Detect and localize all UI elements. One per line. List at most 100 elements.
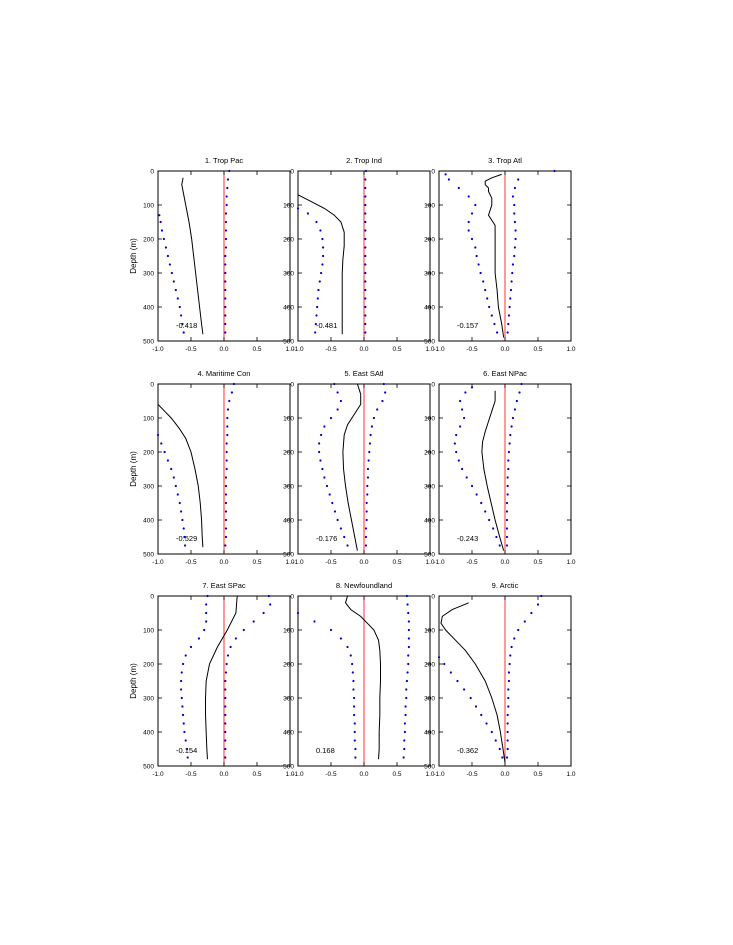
y-tick-label: 300: [143, 696, 154, 703]
series-point: [224, 229, 228, 232]
y-tick-label: 400: [143, 730, 154, 737]
chart-panel-6: -1.0 -0.5 0.0 0.5 1.0 0 100 200 300 400 500 6. East…: [424, 369, 576, 566]
series-point: [184, 654, 187, 657]
y-axis-label: Depth (m): [129, 663, 138, 699]
series-point: [224, 747, 227, 751]
series-point: [510, 280, 513, 283]
series-point: [465, 476, 468, 479]
series-point: [511, 416, 515, 420]
y-tick-label: 0: [150, 382, 154, 389]
series-point: [224, 212, 228, 215]
panel-annotation: -0.529: [176, 534, 197, 543]
series-point: [366, 476, 370, 479]
series-point: [178, 501, 181, 505]
series-point: [513, 212, 516, 215]
series-line: [181, 177, 204, 335]
panel-annotation: -0.481: [316, 321, 337, 330]
y-tick-label: 0: [290, 382, 294, 389]
y-tick-label: 200: [424, 662, 435, 669]
series-point: [482, 280, 485, 283]
series-point: [321, 467, 324, 471]
series-point: [364, 178, 367, 181]
series-point: [346, 645, 349, 649]
series-point: [405, 688, 408, 691]
series-point: [185, 747, 189, 751]
series-point: [507, 679, 511, 683]
series-point: [178, 305, 181, 309]
x-tick-label: 1.0: [425, 771, 434, 778]
series-point: [364, 527, 368, 530]
y-tick-label: 400: [283, 730, 294, 737]
series-point: [205, 620, 208, 623]
series-point: [339, 527, 342, 530]
panel-annotation: -0.154: [176, 746, 197, 755]
y-tick-label: 100: [283, 203, 294, 210]
series-point: [197, 637, 201, 640]
y-tick-label: 400: [283, 305, 294, 312]
series-point: [296, 207, 300, 210]
series-point: [206, 594, 209, 598]
series-point: [172, 476, 175, 479]
series-point: [183, 730, 186, 734]
series-point: [336, 408, 339, 411]
series-point: [484, 510, 487, 513]
series-point: [490, 730, 493, 734]
series-point: [224, 254, 227, 258]
series-point: [368, 442, 372, 445]
series-point: [370, 425, 374, 428]
x-tick-label: 0.5: [533, 346, 542, 353]
series-point: [474, 705, 478, 708]
series-point: [372, 416, 375, 420]
y-tick-label: 300: [424, 271, 435, 278]
series-point: [523, 620, 526, 623]
y-tick-label: 400: [424, 305, 435, 312]
series-point: [262, 611, 265, 615]
series-point: [224, 679, 227, 683]
series-point: [225, 442, 228, 445]
y-tick-label: 100: [283, 416, 294, 423]
series-point: [459, 425, 462, 428]
series-point: [353, 730, 356, 734]
series-point: [480, 501, 483, 505]
x-tick-label: -1.0: [292, 559, 304, 566]
series-point: [365, 510, 368, 513]
series-point: [477, 263, 480, 266]
series-point: [318, 280, 321, 283]
series-point: [513, 246, 517, 249]
series-line: [342, 383, 362, 551]
y-tick-label: 200: [283, 450, 294, 457]
series-point: [168, 263, 171, 266]
series-point: [306, 212, 309, 215]
series-point: [501, 756, 504, 759]
x-tick-label: 0.0: [500, 346, 509, 353]
x-tick-label: 0.5: [533, 771, 542, 778]
series-point: [205, 611, 208, 615]
y-tick-label: 100: [424, 628, 435, 635]
series-point: [474, 246, 477, 249]
panel-annotation: -0.176: [316, 534, 337, 543]
series-point: [406, 603, 409, 606]
chart-panel-3: -1.0 -0.5 0.0 0.5 1.0 0 100 200 300 400 500 3. Trop…: [424, 156, 576, 353]
y-tick-label: 500: [283, 552, 294, 559]
series-point: [225, 662, 228, 666]
y-tick-label: 100: [143, 203, 154, 210]
series-point: [314, 331, 317, 334]
series-point: [224, 739, 227, 742]
series-point: [518, 391, 521, 394]
chart-panel-7: -1.0 -0.5 0.0 0.5 1.0 0 100 200 300 400 500 7. East…: [129, 581, 295, 778]
series-point: [183, 544, 187, 547]
x-tick-label: 0.0: [500, 559, 509, 566]
series-point: [336, 391, 339, 394]
y-tick-label: 0: [431, 382, 435, 389]
series-point: [228, 399, 231, 403]
series-point: [366, 493, 369, 496]
series-point: [470, 386, 474, 389]
series-point: [513, 203, 516, 207]
series-point: [224, 535, 228, 539]
series-point: [444, 173, 447, 176]
series-point: [437, 656, 441, 659]
x-tick-label: 0.0: [219, 771, 228, 778]
series-line: [157, 404, 204, 548]
y-axis-label: Depth (m): [129, 451, 138, 487]
